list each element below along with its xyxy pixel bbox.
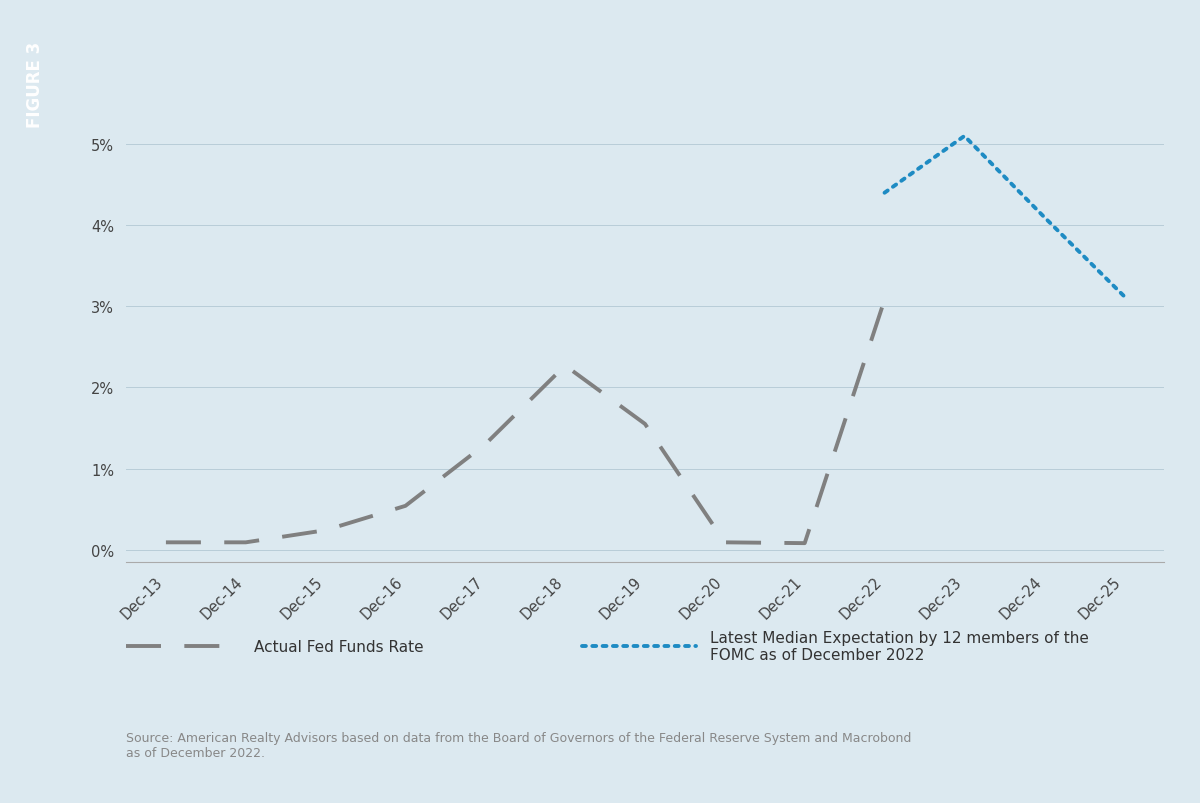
Text: Source: American Realty Advisors based on data from the Board of Governors of th: Source: American Realty Advisors based o… [126,731,911,759]
Text: FIGURE 3: FIGURE 3 [26,41,44,128]
Text: Actual Fed Funds Rate: Actual Fed Funds Rate [254,639,424,654]
Text: Latest Median Expectation by 12 members of the
FOMC as of December 2022: Latest Median Expectation by 12 members … [710,630,1090,662]
